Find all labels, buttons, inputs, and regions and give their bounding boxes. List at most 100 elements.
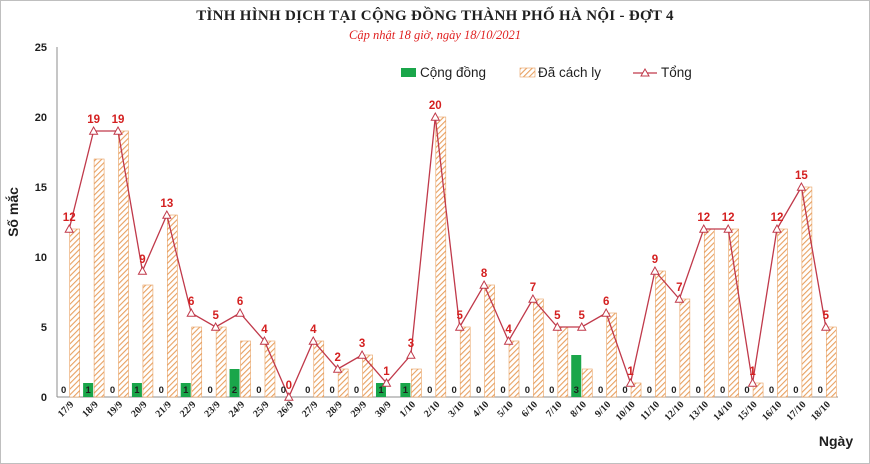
x-tick-label: 21/9 [154,399,174,419]
isolated-bar [606,312,617,398]
community-data-label: 0 [549,385,554,396]
total-marker [723,223,734,233]
total-data-label: 7 [530,282,536,294]
community-bar [229,369,240,397]
total-data-label: 4 [505,324,512,336]
total-data-label: 12 [63,212,76,224]
x-tick-label: 6/10 [520,399,540,419]
isolated-bar [240,340,251,398]
total-marker [650,265,660,275]
community-bar [375,383,386,397]
isolated-bar [93,158,105,398]
total-marker [674,293,685,303]
isolated-bar [777,228,788,398]
y-tick-label: 5 [41,322,47,334]
total-marker [454,321,465,331]
community-data-label: 0 [818,385,823,396]
total-data-label: 12 [722,212,735,224]
x-tick-label: 4/10 [471,399,491,419]
x-tick-label: 5/10 [495,399,515,419]
total-marker [625,377,636,387]
isolated-bar [508,340,520,398]
community-data-label: 0 [647,385,652,396]
total-data-label: 5 [823,310,830,322]
isolated-bar [728,228,739,398]
total-marker [479,279,489,289]
y-axis-label: Số mắc [4,187,21,237]
legend-isolated-swatch [519,67,536,78]
x-tick-label: 8/10 [569,399,589,419]
x-tick-label: 18/9 [80,399,100,419]
x-tick-label: 27/9 [300,399,320,419]
x-tick-label: 17/10 [785,399,809,423]
x-tick-label: 2/10 [422,399,442,419]
community-data-label: 0 [354,385,359,396]
total-data-label: 3 [359,338,365,350]
total-marker [698,223,709,233]
isolated-bar [703,228,715,398]
total-marker [137,265,148,275]
x-tick-label: 28/9 [324,399,344,419]
x-tick-label: 26/9 [276,399,296,419]
community-data-label: 0 [159,385,164,396]
legend-community-label: Cộng đồng [420,65,486,80]
isolated-bar [557,326,569,398]
total-data-label: 7 [676,282,682,294]
x-tick-label: 24/9 [227,399,247,419]
community-data-label: 1 [378,385,384,396]
isolated-bar [118,130,129,398]
isolated-bar [825,326,837,398]
total-marker [113,125,123,135]
total-marker [381,377,392,387]
legend-total-label: Tổng [661,65,692,80]
total-marker [161,209,172,219]
total-data-label: 0 [286,380,292,392]
chart-title: TÌNH HÌNH DỊCH TẠI CỘNG ĐỒNG THÀNH PHỐ H… [196,8,674,24]
community-bar [400,383,411,397]
total-data-label: 5 [554,310,561,322]
community-data-label: 0 [622,385,627,396]
y-tick-label: 20 [35,112,47,124]
community-data-label: 0 [256,385,261,396]
community-data-label: 0 [281,385,286,396]
legend-isolated-label: Đã cách ly [538,65,601,80]
total-marker [747,377,758,387]
total-marker [210,321,221,331]
isolated-bar [264,340,276,398]
isolated-bar [435,116,447,398]
community-data-label: 2 [232,385,237,396]
legend-community-swatch [401,68,416,77]
x-tick-label: 1/10 [398,399,418,419]
isolated-bar [215,326,227,398]
community-data-label: 0 [452,385,457,396]
isolated-bar [459,326,471,398]
x-tick-label: 14/10 [711,399,735,423]
total-marker [796,181,807,191]
total-data-label: 3 [408,338,414,350]
community-data-label: 0 [598,385,603,396]
total-data-label: 5 [212,310,219,322]
x-tick-label: 19/9 [105,399,125,419]
total-data-label: 4 [310,324,317,336]
isolated-bar [630,382,642,398]
total-data-label: 2 [334,352,340,364]
isolated-bar [533,298,544,398]
total-marker [576,321,587,331]
total-data-label: 6 [603,296,609,308]
total-data-label: 12 [771,212,784,224]
y-tick-label: 10 [35,252,47,264]
community-data-label: 0 [720,385,725,396]
x-tick-label: 18/10 [809,399,833,423]
total-data-label: 9 [652,254,658,266]
x-tick-label: 11/10 [639,399,663,423]
community-data-label: 0 [696,385,701,396]
x-tick-label: 20/9 [129,399,149,419]
x-tick-label: 10/10 [614,399,638,423]
total-data-label: 4 [261,324,268,336]
total-marker [552,321,563,331]
isolated-bar [752,382,764,398]
x-axis-label: Ngày [819,433,853,449]
isolated-bar [191,326,203,398]
y-tick-label: 25 [35,42,47,54]
